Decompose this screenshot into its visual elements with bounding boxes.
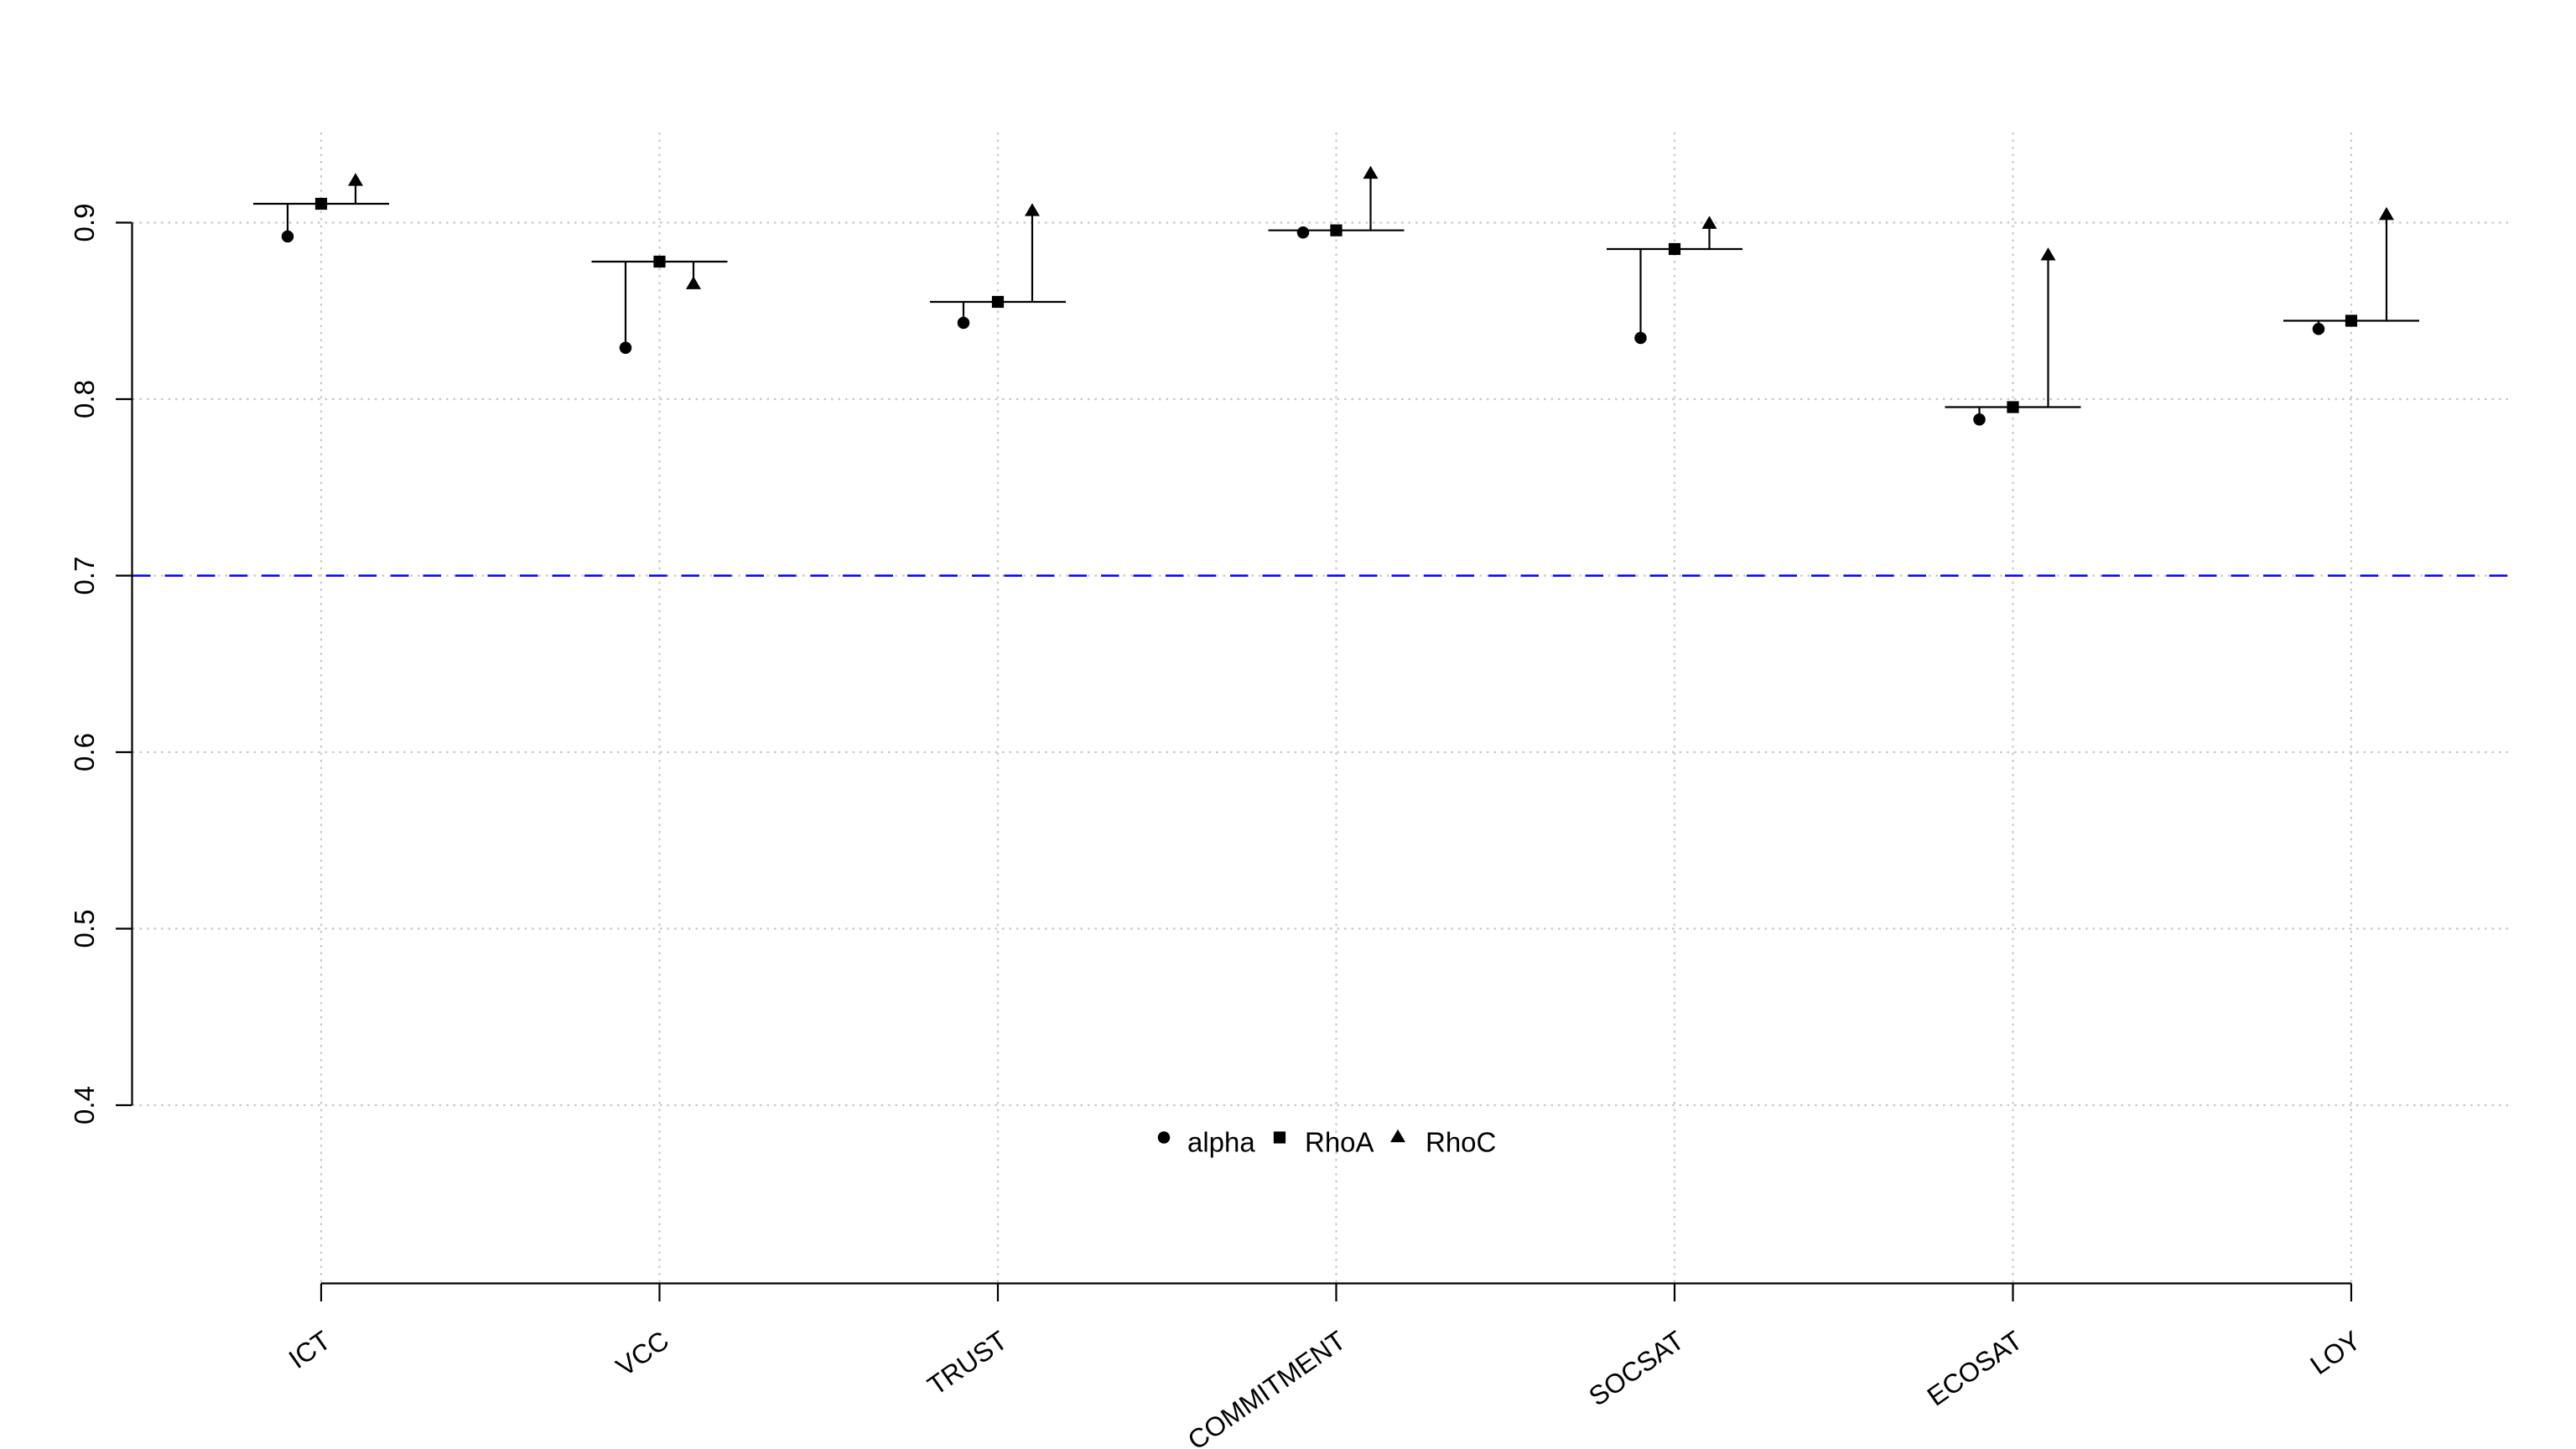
svg-text:0.7: 0.7: [69, 557, 100, 595]
svg-text:RhoA: RhoA: [1305, 1127, 1374, 1158]
svg-text:0.8: 0.8: [69, 380, 100, 418]
svg-text:0.5: 0.5: [69, 910, 100, 948]
svg-text:RhoC: RhoC: [1426, 1127, 1496, 1158]
svg-text:0.6: 0.6: [69, 733, 100, 771]
svg-text:0.9: 0.9: [69, 204, 100, 242]
svg-text:alpha: alpha: [1187, 1127, 1255, 1158]
svg-text:0.4: 0.4: [69, 1086, 100, 1124]
